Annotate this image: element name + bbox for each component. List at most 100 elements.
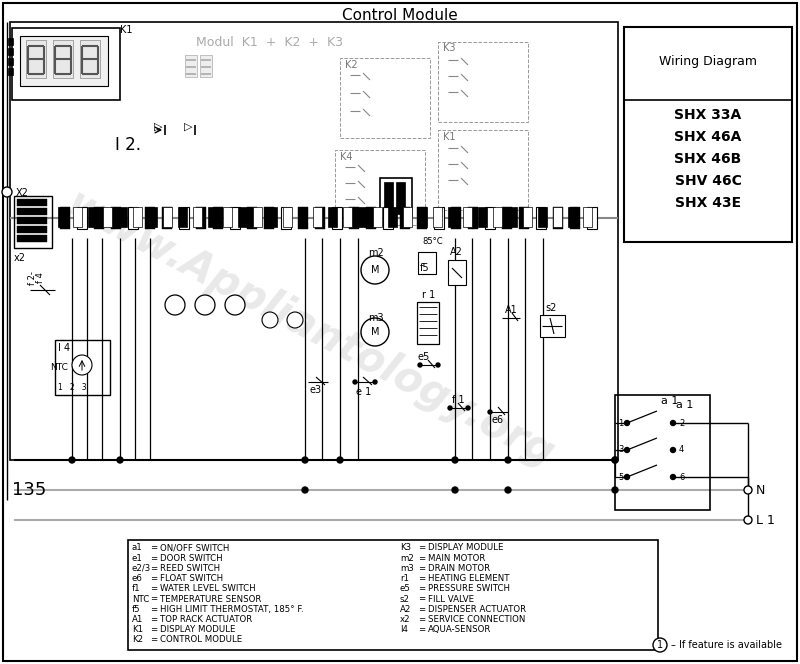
Text: a1: a1 xyxy=(132,544,142,552)
Text: A1: A1 xyxy=(132,615,143,624)
Bar xyxy=(519,207,529,229)
Bar xyxy=(208,207,217,227)
Text: SHX 46A: SHX 46A xyxy=(674,130,742,144)
Bar xyxy=(335,150,425,225)
Text: =: = xyxy=(418,584,426,594)
Bar xyxy=(14,196,52,248)
Text: s2: s2 xyxy=(400,594,410,604)
Text: DISPLAY MODULE: DISPLAY MODULE xyxy=(428,544,503,552)
Text: r1: r1 xyxy=(400,574,409,583)
Text: m3: m3 xyxy=(400,564,414,573)
Circle shape xyxy=(72,355,92,375)
Text: s2: s2 xyxy=(545,303,556,313)
Circle shape xyxy=(625,448,630,452)
Circle shape xyxy=(373,380,377,384)
Bar xyxy=(468,207,478,229)
Bar xyxy=(10,22,618,460)
Bar xyxy=(179,207,189,229)
Text: K1: K1 xyxy=(120,25,133,35)
Text: DRAIN MOTOR: DRAIN MOTOR xyxy=(428,564,490,573)
Bar xyxy=(17,199,47,206)
Bar xyxy=(508,207,517,227)
Text: Modul  K1  +  K2  +  K3: Modul K1 + K2 + K3 xyxy=(197,35,343,48)
Text: X2: X2 xyxy=(16,188,29,198)
Text: =: = xyxy=(150,605,158,614)
Text: =: = xyxy=(150,574,158,583)
Text: CONTROL MODULE: CONTROL MODULE xyxy=(160,635,242,644)
Bar xyxy=(298,207,307,227)
Text: A1: A1 xyxy=(505,305,518,315)
Bar xyxy=(20,36,108,86)
Circle shape xyxy=(612,487,618,493)
Text: MAIN MOTOR: MAIN MOTOR xyxy=(428,554,486,562)
Circle shape xyxy=(361,318,389,346)
Text: SHX 43E: SHX 43E xyxy=(675,196,741,210)
Text: m2: m2 xyxy=(368,248,384,258)
Circle shape xyxy=(225,295,245,315)
Bar xyxy=(26,40,46,78)
Text: 5: 5 xyxy=(618,473,624,481)
Bar xyxy=(8,58,13,65)
Circle shape xyxy=(436,363,440,367)
Bar xyxy=(313,207,322,227)
Text: AQUA-SENSOR: AQUA-SENSOR xyxy=(428,625,491,634)
Text: K1: K1 xyxy=(132,625,143,634)
Bar xyxy=(615,395,710,510)
Bar xyxy=(540,315,565,337)
Bar xyxy=(343,207,352,227)
Text: =: = xyxy=(150,594,158,604)
Text: SERVICE CONNECTION: SERVICE CONNECTION xyxy=(428,615,526,624)
Text: f5: f5 xyxy=(420,263,430,273)
Bar xyxy=(493,207,502,227)
Bar xyxy=(568,207,577,227)
Bar xyxy=(238,207,247,227)
Text: f 4: f 4 xyxy=(36,272,45,284)
Bar xyxy=(583,207,592,227)
Circle shape xyxy=(625,420,630,426)
Text: =: = xyxy=(418,594,426,604)
Bar xyxy=(451,207,461,229)
Text: DOOR SWITCH: DOOR SWITCH xyxy=(160,554,222,562)
Circle shape xyxy=(69,457,75,463)
Circle shape xyxy=(744,516,752,524)
Bar xyxy=(77,207,87,229)
Text: a 1: a 1 xyxy=(676,400,694,410)
Bar xyxy=(73,207,82,227)
Bar xyxy=(485,207,495,229)
Bar xyxy=(88,207,97,227)
Circle shape xyxy=(466,406,470,410)
Text: Control Module: Control Module xyxy=(342,7,458,23)
Text: PRESSURE SWITCH: PRESSURE SWITCH xyxy=(428,584,510,594)
Bar xyxy=(434,207,444,229)
Text: K2: K2 xyxy=(132,635,143,644)
Bar xyxy=(17,208,47,215)
Bar xyxy=(349,207,359,229)
Bar xyxy=(502,207,512,229)
Text: I4: I4 xyxy=(400,625,408,634)
Text: f5: f5 xyxy=(132,605,141,614)
Bar xyxy=(213,207,223,229)
Bar xyxy=(58,207,67,227)
Text: www.Appliantology.org: www.Appliantology.org xyxy=(59,183,561,477)
Circle shape xyxy=(452,487,458,493)
Bar xyxy=(403,207,412,227)
Text: 3: 3 xyxy=(618,446,624,454)
Bar xyxy=(8,48,13,55)
Circle shape xyxy=(670,475,675,479)
Text: =: = xyxy=(150,635,158,644)
Circle shape xyxy=(117,457,123,463)
Circle shape xyxy=(505,487,511,493)
Text: =: = xyxy=(150,564,158,573)
Text: =: = xyxy=(150,625,158,634)
Bar xyxy=(8,38,13,45)
Circle shape xyxy=(302,457,308,463)
Bar xyxy=(438,130,528,210)
Bar xyxy=(223,207,232,227)
Bar xyxy=(358,207,367,227)
Bar xyxy=(328,207,337,227)
Bar xyxy=(111,207,121,229)
Bar xyxy=(340,58,430,138)
Bar xyxy=(463,207,472,227)
Text: a 1: a 1 xyxy=(662,396,678,406)
Text: 6: 6 xyxy=(679,473,684,481)
